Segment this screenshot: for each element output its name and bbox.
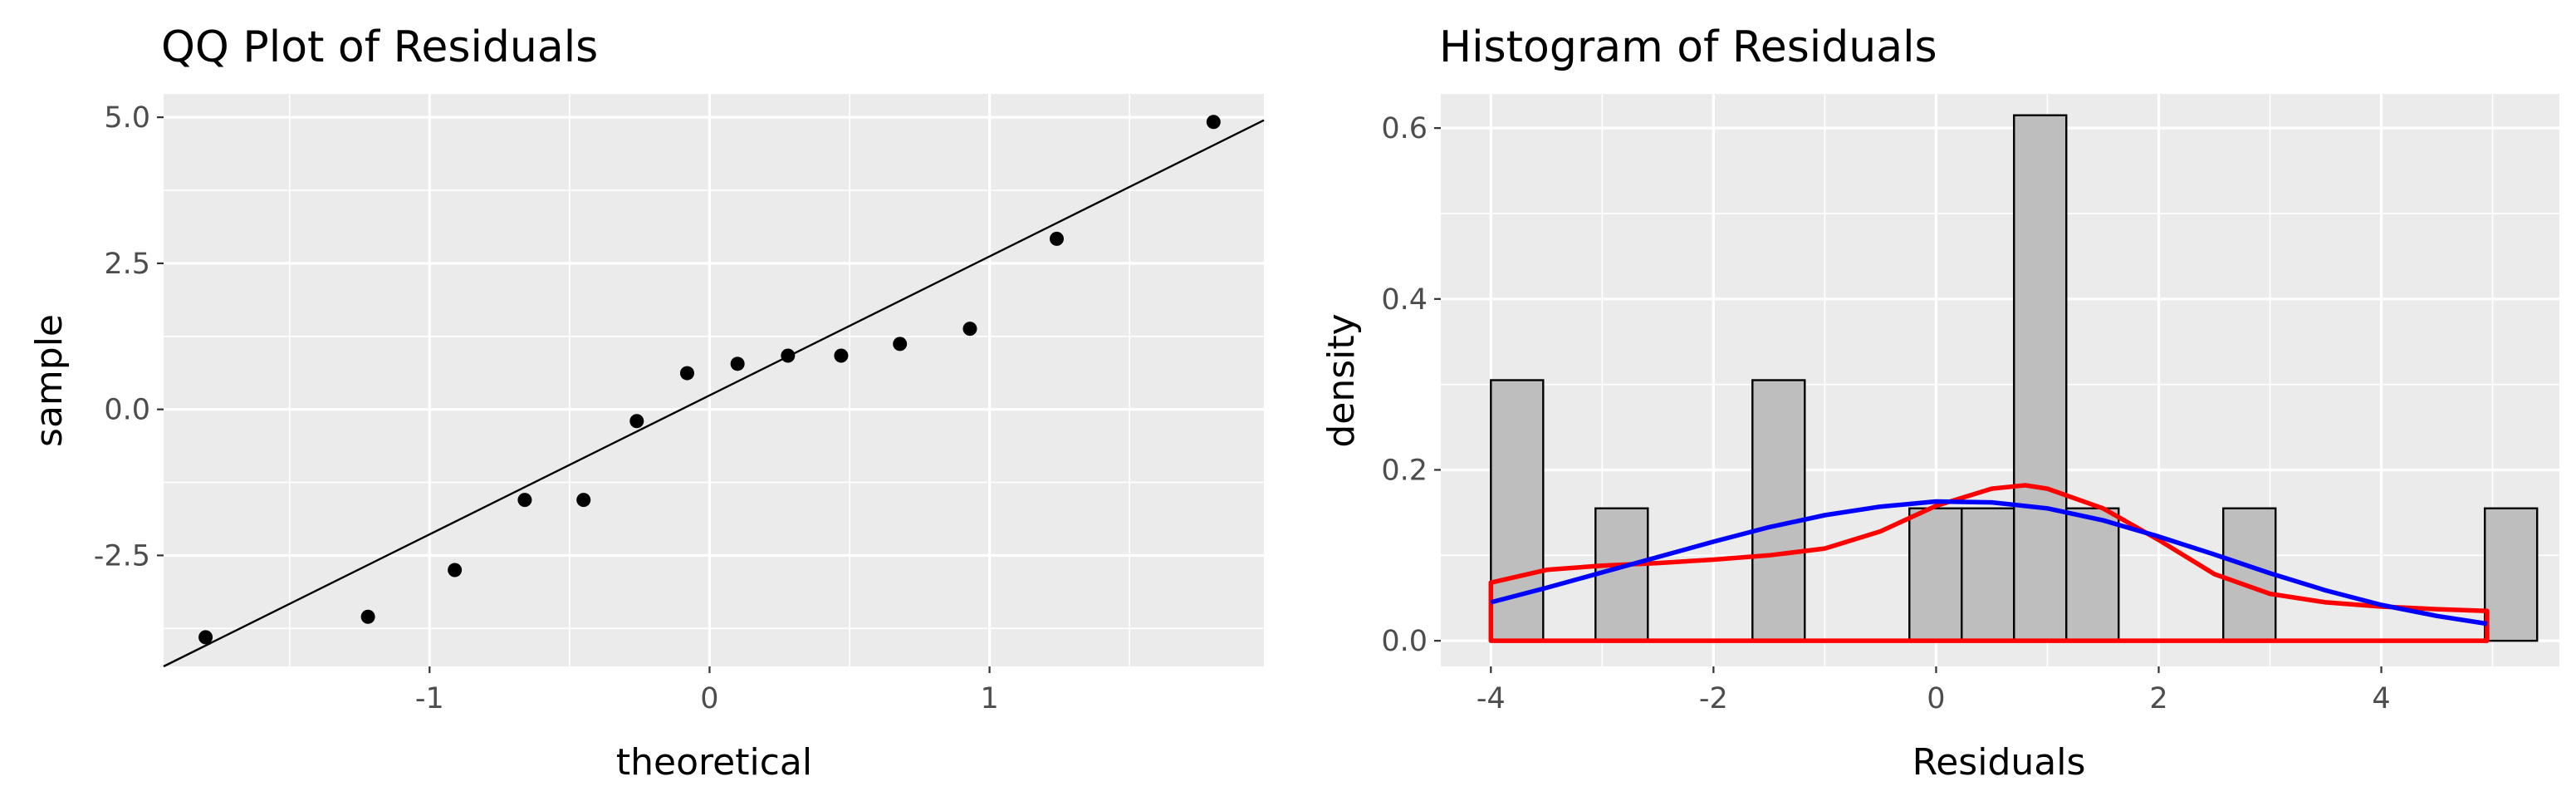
histogram-x-tick-label: 4 — [2372, 682, 2390, 715]
qq-y-axis-title: sample — [28, 314, 71, 447]
qq-point — [834, 348, 849, 363]
qq-point — [679, 366, 694, 381]
histogram-x-tick-label: 0 — [1927, 682, 1945, 715]
histogram-bar — [1751, 379, 1806, 642]
qq-reference-line — [163, 119, 1265, 668]
histogram-y-tick-label: 0.4 — [1381, 283, 1428, 317]
qq-point — [198, 630, 213, 645]
histogram-bar — [1908, 507, 1963, 642]
qq-point — [576, 493, 591, 508]
qq-y-tick-label: 5.0 — [104, 101, 150, 135]
histogram-marks — [1488, 114, 2539, 643]
qq-plot-panel: QQ Plot of Residuals -2.5 0.0 2.5 5.0 -1… — [28, 22, 1265, 784]
qq-y-tick-label: -2.5 — [94, 539, 150, 573]
histogram-bar — [1594, 507, 1649, 642]
qq-y-axis: -2.5 0.0 2.5 5.0 — [94, 101, 164, 573]
qq-point — [781, 348, 796, 363]
qq-x-tick-label: 1 — [980, 682, 998, 715]
histogram-x-tick-label: 2 — [2149, 682, 2167, 715]
qq-plot-grid — [164, 94, 1264, 666]
histogram-bar — [1961, 507, 2015, 642]
qq-x-tick-label: -1 — [415, 682, 444, 715]
qq-x-axis: -1 0 1 — [415, 666, 999, 715]
qq-point — [730, 356, 745, 371]
histogram-x-axis-title: Residuals — [1912, 741, 2086, 784]
qq-plot-title: QQ Plot of Residuals — [161, 22, 598, 72]
normal-curve-blue — [1490, 499, 2488, 627]
histogram-x-tick-label: -4 — [1477, 682, 1506, 715]
density-curve-red — [1488, 483, 2490, 643]
qq-point — [448, 563, 463, 578]
histogram-y-tick-label: 0.2 — [1381, 454, 1428, 487]
qq-x-axis-title: theoretical — [616, 741, 812, 784]
qq-x-tick-label: 0 — [700, 682, 718, 715]
qq-point — [962, 322, 977, 337]
histogram-x-axis: -4 -2 0 2 4 — [1477, 666, 2391, 715]
histogram-title: Histogram of Residuals — [1439, 22, 1937, 72]
qq-point — [1206, 115, 1221, 130]
histogram-y-tick-label: 0.0 — [1381, 625, 1428, 658]
qq-point — [893, 337, 908, 351]
histogram-y-axis: 0.0 0.2 0.4 0.6 — [1381, 112, 1441, 658]
histogram-y-axis-title: density — [1320, 313, 1363, 447]
qq-point — [360, 609, 375, 624]
qq-plot-background — [164, 94, 1264, 666]
histogram-bar — [2483, 507, 2539, 642]
qq-plot-marks — [163, 115, 1265, 668]
histogram-y-tick-label: 0.6 — [1381, 112, 1428, 145]
qq-point — [517, 493, 532, 508]
histogram-bar — [2065, 507, 2120, 642]
qq-y-tick-label: 2.5 — [104, 248, 150, 281]
histogram-panel: Histogram of Residuals 0.0 0.2 0.4 0.6 -… — [1320, 22, 2559, 784]
histogram-bar — [2013, 114, 2068, 642]
qq-point — [629, 414, 644, 429]
histogram-x-tick-label: -2 — [1699, 682, 1728, 715]
qq-y-tick-label: 0.0 — [104, 394, 150, 427]
qq-point — [1050, 231, 1065, 246]
